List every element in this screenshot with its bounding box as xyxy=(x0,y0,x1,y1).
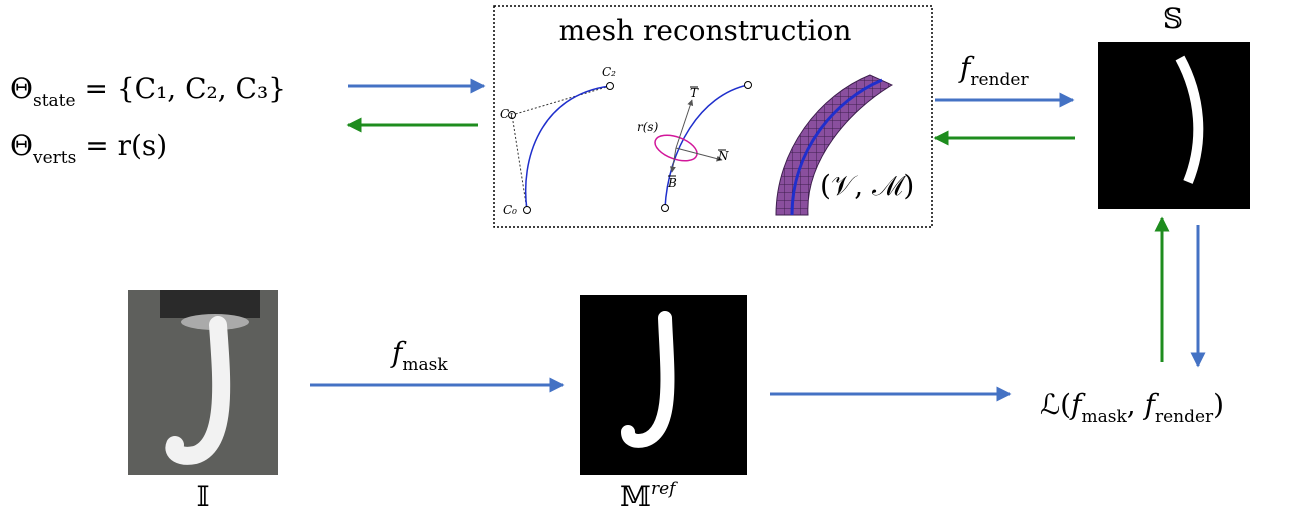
box-title: mesh reconstruction xyxy=(559,14,852,47)
state-eq: Θstate = {C₁, C₂, C₃} xyxy=(10,72,286,111)
expr: = {C₁, C₂, C₃} xyxy=(76,72,286,105)
silhouette-label: 𝕊 xyxy=(1163,2,1183,35)
render-fn: frender xyxy=(958,51,1029,90)
frame: r(s) T N B xyxy=(637,82,752,212)
normal-label: N xyxy=(717,149,729,163)
symbol: Θ xyxy=(10,72,33,105)
silhouette-image xyxy=(1098,42,1250,209)
gripper xyxy=(160,290,260,318)
bezier: C₂ C₁ C₀ xyxy=(500,65,616,217)
text: , xyxy=(1127,388,1145,421)
expr: = r(s) xyxy=(76,129,167,162)
curve-label: r(s) xyxy=(637,120,659,134)
superscript: ref xyxy=(651,479,678,499)
image-label: 𝕀 xyxy=(196,480,209,513)
subscript: render xyxy=(1155,407,1214,427)
subscript: render xyxy=(970,70,1029,90)
point-label: C₁ xyxy=(500,107,514,121)
point-label: C₂ xyxy=(602,65,616,79)
mesh-label: (𝒱, ℳ) xyxy=(820,169,914,202)
symbol: Θ xyxy=(10,129,33,162)
text: ℒ( xyxy=(1040,388,1071,421)
mask-fn: fmask xyxy=(390,336,448,375)
binormal-label: B xyxy=(667,176,677,190)
text: ) xyxy=(1213,388,1224,421)
tangent-label: T xyxy=(690,86,699,100)
diagram: Θstate = {C₁, C₂, C₃} Θverts = r(s) mesh… xyxy=(0,0,1305,514)
symbol: 𝕄 xyxy=(620,480,651,513)
verts-eq: Θverts = r(s) xyxy=(10,129,167,168)
point-label: C₀ xyxy=(503,203,517,217)
subscript: mask xyxy=(1081,407,1127,427)
subscript: mask xyxy=(402,355,448,375)
loss: ℒ(fmask, frender) xyxy=(1040,388,1224,427)
subscript: verts xyxy=(32,148,76,168)
reference-label: 𝕄ref xyxy=(620,479,678,513)
subscript: state xyxy=(33,91,76,111)
